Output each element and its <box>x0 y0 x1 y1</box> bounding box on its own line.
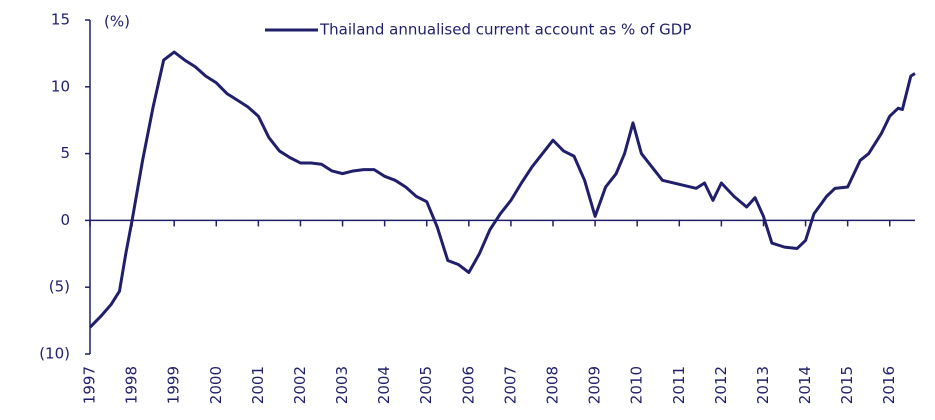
y-tick-label: 0 <box>60 211 70 229</box>
y-tick-label: 15 <box>51 11 70 29</box>
x-tick-label: 2012 <box>712 366 730 404</box>
x-tick-label: 2006 <box>459 366 477 404</box>
data-line <box>88 50 916 329</box>
x-tick-label: 1999 <box>165 366 183 404</box>
x-tick-label: 2002 <box>291 366 309 404</box>
x-tick-label: 2014 <box>796 366 814 404</box>
y-tick-label: 5 <box>60 144 70 162</box>
x-tick-label: 2015 <box>838 366 856 404</box>
x-tick-label: 2004 <box>375 366 393 404</box>
x-tick-label: 2016 <box>880 366 898 404</box>
y-tick-label: (10) <box>39 345 70 363</box>
y-tick-label: 10 <box>51 77 70 95</box>
x-tick-label: 2000 <box>207 366 225 404</box>
x-tick-label: 2008 <box>544 366 562 404</box>
x-tick-label: 2011 <box>670 366 688 404</box>
x-tick-label: 2005 <box>417 366 435 404</box>
y-axis-label: (%) <box>104 13 130 31</box>
x-tick-label: 2003 <box>333 366 351 404</box>
x-tick-label: 2010 <box>628 366 646 404</box>
x-tick-label: 1998 <box>123 366 141 404</box>
x-tick-label: 2007 <box>501 366 519 404</box>
x-tick-label: 1997 <box>81 366 99 404</box>
x-tick-label: 2001 <box>249 366 267 404</box>
x-tick-label: 2013 <box>754 366 772 404</box>
x-tick-label: 2009 <box>586 366 604 404</box>
y-tick-label: (5) <box>49 278 70 296</box>
legend-label: Thailand annualised current account as %… <box>319 21 691 39</box>
